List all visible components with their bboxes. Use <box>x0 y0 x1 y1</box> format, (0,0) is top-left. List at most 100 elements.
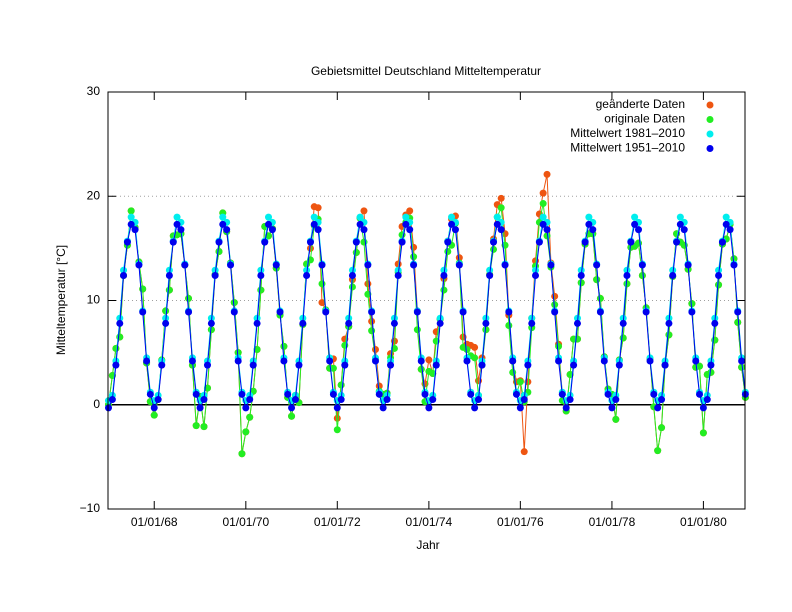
data-point <box>154 396 162 404</box>
data-point <box>375 382 383 390</box>
data-point <box>692 357 700 365</box>
data-point <box>581 238 589 246</box>
data-point <box>120 271 128 279</box>
x-tick-label: 01/01/68 <box>131 515 178 529</box>
data-point <box>410 253 418 261</box>
data-point <box>585 213 593 221</box>
data-point <box>696 362 704 370</box>
data-point <box>471 343 479 351</box>
data-point <box>444 238 452 246</box>
data-point <box>551 308 559 316</box>
data-point <box>715 266 723 274</box>
data-point <box>497 204 505 212</box>
data-point <box>421 390 429 398</box>
data-point <box>150 404 158 412</box>
data-point <box>665 319 673 327</box>
data-point <box>303 266 311 274</box>
legend-label: Mittelwert 1951–2010 <box>570 141 685 155</box>
data-point <box>482 326 490 334</box>
data-point <box>215 248 223 256</box>
data-point <box>482 319 490 327</box>
data-point <box>417 365 425 373</box>
data-point <box>593 261 601 269</box>
data-point <box>730 261 738 269</box>
data-point <box>699 429 707 437</box>
data-point <box>410 261 418 269</box>
data-point <box>215 238 223 246</box>
data-point <box>219 220 227 228</box>
data-point <box>436 319 444 327</box>
data-point <box>303 271 311 279</box>
data-point <box>105 404 113 412</box>
data-point <box>497 226 505 234</box>
legend-label: originale Daten <box>604 112 685 126</box>
data-point <box>612 415 620 423</box>
data-point <box>734 318 742 326</box>
data-point <box>429 396 437 404</box>
data-point <box>333 426 341 434</box>
data-point <box>341 361 349 369</box>
data-point <box>203 361 211 369</box>
x-tick-label: 01/01/80 <box>680 515 727 529</box>
data-point <box>524 361 532 369</box>
legend-swatch <box>706 116 714 123</box>
data-point <box>211 271 219 279</box>
data-point <box>150 411 158 419</box>
y-tick-label: 0 <box>93 397 100 411</box>
data-point <box>680 226 688 234</box>
data-point <box>169 238 177 246</box>
data-point <box>314 204 322 212</box>
data-point <box>253 345 261 353</box>
data-point <box>257 266 265 274</box>
data-point <box>509 357 517 365</box>
data-point <box>490 245 498 253</box>
data-point <box>165 271 173 279</box>
data-point <box>265 213 273 221</box>
data-point <box>387 361 395 369</box>
data-point <box>490 238 498 246</box>
data-point <box>173 220 181 228</box>
data-point <box>158 361 166 369</box>
data-point <box>555 357 563 365</box>
data-point <box>658 396 666 404</box>
legend-label: geänderte Daten <box>596 97 685 111</box>
data-point <box>348 271 356 279</box>
data-point <box>390 319 398 327</box>
data-point <box>623 271 631 279</box>
x-tick-label: 01/01/70 <box>222 515 269 529</box>
data-point <box>192 390 200 398</box>
data-point <box>425 356 433 364</box>
data-point <box>196 404 204 412</box>
data-point <box>364 280 372 288</box>
data-point <box>143 357 151 365</box>
data-point <box>345 319 353 327</box>
data-point <box>642 308 650 316</box>
data-point <box>188 357 196 365</box>
data-point <box>650 390 658 398</box>
data-point <box>463 345 471 353</box>
data-point <box>615 361 623 369</box>
data-point <box>562 404 570 412</box>
data-point <box>356 213 364 221</box>
legend-swatch <box>706 101 714 109</box>
data-point <box>623 266 631 274</box>
data-point <box>406 226 414 234</box>
data-point <box>467 390 475 398</box>
data-point <box>192 422 200 430</box>
data-point <box>593 276 601 284</box>
data-point <box>432 361 440 369</box>
data-point <box>284 390 292 398</box>
data-point <box>669 266 677 274</box>
data-point <box>577 279 585 287</box>
data-point <box>306 238 314 246</box>
data-point <box>280 342 288 350</box>
data-point <box>360 226 368 234</box>
data-point <box>368 317 376 325</box>
data-point <box>322 308 330 316</box>
data-point <box>673 238 681 246</box>
data-point <box>375 390 383 398</box>
data-point <box>227 261 235 269</box>
data-point <box>299 319 307 327</box>
data-point <box>676 220 684 228</box>
